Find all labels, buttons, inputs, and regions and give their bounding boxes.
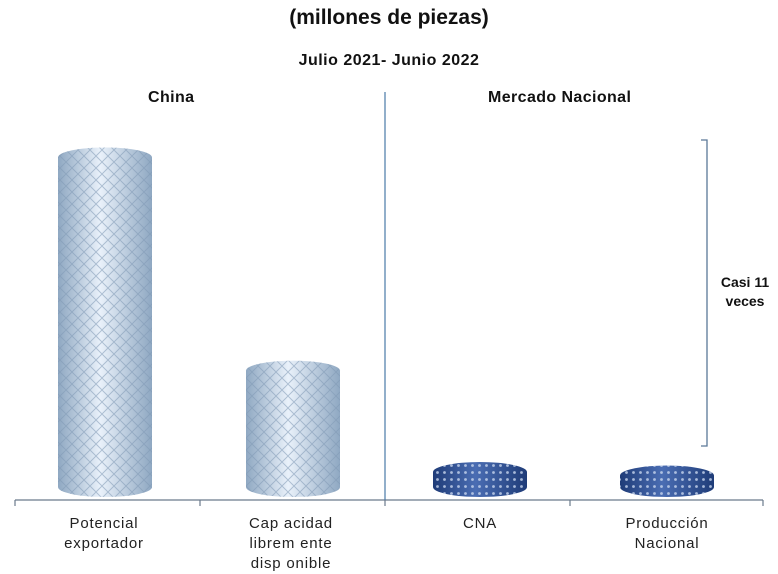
- group-label-mercado-nacional: Mercado Nacional: [488, 89, 632, 106]
- chart-title: (millones de piezas): [289, 6, 489, 29]
- category-label-capacidad-disponible: Cap acidad librem ente disp onible: [249, 515, 333, 572]
- bar-potencial-exportador: [58, 147, 152, 497]
- bar-produccion-nacional: [620, 465, 714, 497]
- chart-subtitle: Julio 2021- Junio 2022: [298, 52, 480, 69]
- category-label-potencial-exportador: Potencial exportador: [64, 515, 144, 552]
- bar-capacidad-disponible: [246, 360, 340, 497]
- group-label-china: China: [148, 89, 195, 106]
- bar-cna: [433, 462, 527, 497]
- comparison-annotation: Casi 11 veces: [720, 274, 770, 309]
- x-axis-ticks: [14, 500, 764, 506]
- category-label-cna: CNA: [462, 515, 498, 532]
- comparison-bracket: [701, 139, 708, 447]
- category-label-produccion-nacional: Producción Nacional: [625, 515, 709, 552]
